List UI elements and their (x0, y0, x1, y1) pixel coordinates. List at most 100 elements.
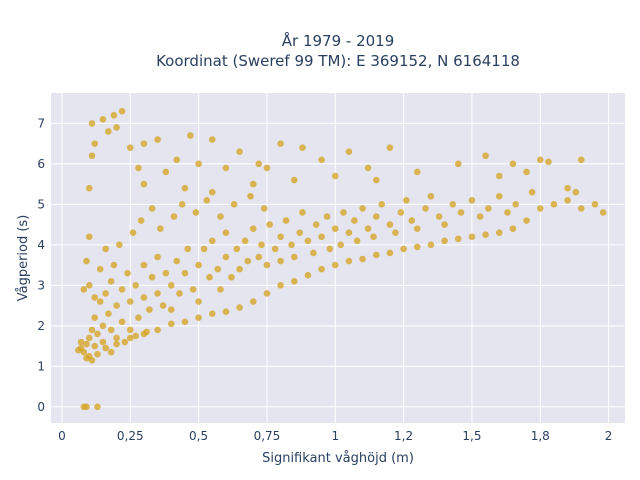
data-point (192, 209, 200, 216)
data-point (378, 201, 386, 208)
data-point (187, 132, 194, 139)
data-point (441, 221, 448, 228)
data-point (299, 144, 306, 151)
data-point (173, 257, 181, 265)
data-point (572, 188, 580, 196)
data-point (189, 286, 197, 293)
data-point (126, 144, 134, 151)
y-tick-label: 4 (37, 238, 45, 252)
data-point (107, 326, 115, 334)
data-point (222, 253, 230, 261)
data-point (195, 261, 202, 269)
data-point (91, 140, 99, 147)
data-point (299, 209, 306, 216)
data-point (162, 168, 170, 176)
data-point (121, 338, 129, 346)
x-tick-label: 1,8 (531, 429, 550, 443)
data-point (85, 233, 93, 241)
data-point (476, 213, 484, 220)
data-point (126, 298, 134, 305)
y-tick-label: 5 (37, 197, 45, 211)
data-point (170, 213, 178, 220)
data-point (154, 253, 161, 261)
data-point (80, 403, 88, 411)
data-point (468, 197, 476, 204)
y-tick-label: 1 (37, 359, 45, 373)
data-point (107, 277, 115, 285)
data-point (441, 237, 448, 245)
data-point (392, 229, 399, 236)
data-points (75, 107, 607, 411)
data-point (140, 140, 148, 147)
data-point (181, 269, 189, 277)
data-point (83, 257, 90, 265)
data-point (105, 310, 112, 317)
data-point (118, 107, 126, 115)
data-point (386, 249, 394, 257)
y-tick-label: 2 (37, 319, 45, 333)
data-point (290, 176, 298, 184)
data-point (159, 302, 167, 309)
data-point (91, 314, 99, 322)
data-point (85, 184, 93, 192)
data-point (263, 164, 271, 172)
data-point (208, 310, 216, 317)
data-point (94, 350, 101, 358)
data-point (277, 140, 284, 147)
data-point (99, 322, 107, 330)
data-point (236, 148, 243, 156)
data-point (304, 237, 312, 245)
data-point (577, 156, 585, 164)
data-point (135, 314, 142, 322)
data-point (173, 156, 181, 164)
data-point (83, 354, 90, 362)
data-point (102, 344, 109, 352)
data-point (118, 318, 126, 326)
data-point (331, 261, 339, 269)
data-point (96, 265, 104, 273)
data-point (482, 231, 489, 239)
data-point (200, 245, 208, 253)
data-point (126, 334, 134, 342)
data-point (181, 184, 189, 192)
data-point (255, 253, 263, 261)
data-point (157, 225, 164, 232)
data-point (304, 271, 312, 279)
data-point (331, 172, 339, 180)
data-point (195, 298, 202, 305)
data-point (85, 282, 93, 289)
x-tick-label: 0 (58, 429, 66, 443)
data-point (495, 192, 503, 200)
data-point (80, 286, 88, 293)
data-point (148, 205, 156, 212)
data-point (545, 158, 552, 166)
data-point (277, 282, 284, 289)
data-point (413, 243, 421, 251)
data-point (364, 164, 372, 172)
data-point (258, 241, 265, 249)
data-point (132, 332, 140, 340)
data-point (536, 205, 544, 212)
x-tick-label: 1 (331, 429, 339, 443)
data-point (413, 225, 421, 232)
data-point (96, 298, 104, 305)
data-point (94, 330, 101, 338)
data-point (400, 245, 407, 253)
data-point (318, 265, 325, 273)
data-point (353, 237, 361, 245)
data-point (148, 273, 156, 281)
data-point (372, 176, 380, 184)
data-point (214, 265, 222, 273)
data-point (80, 348, 88, 356)
data-point (208, 136, 216, 143)
data-point (107, 348, 115, 356)
data-point (509, 160, 517, 168)
y-tick-label: 7 (37, 116, 45, 130)
data-point (140, 294, 148, 301)
y-tick-label: 6 (37, 157, 45, 171)
data-point (564, 184, 571, 192)
data-point (296, 229, 304, 236)
data-point (312, 221, 320, 228)
x-tick-label: 1,2 (394, 429, 413, 443)
data-point (176, 290, 183, 297)
